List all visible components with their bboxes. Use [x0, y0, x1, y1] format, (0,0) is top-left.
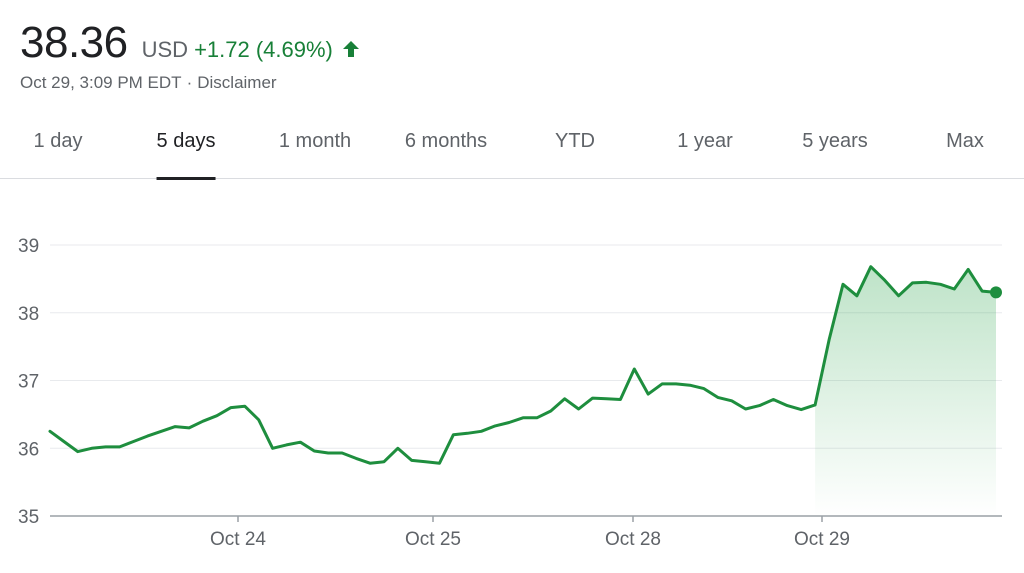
- currency-label: USD: [141, 37, 189, 62]
- disclaimer-link[interactable]: Disclaimer: [197, 73, 277, 92]
- quote-header: 38.36 USD +1.72 (4.69%): [20, 18, 361, 68]
- tab-ytd[interactable]: YTD: [555, 130, 595, 152]
- current-price: 38.36: [20, 18, 128, 67]
- tab-1-month[interactable]: 1 month: [278, 130, 352, 152]
- chart-x-axis: Oct 24 Oct 25 Oct 28 Oct 29: [210, 516, 850, 550]
- tab-5-years[interactable]: 5 years: [802, 130, 868, 152]
- price-chart: 35 36 37 38 39 Oct 24 Oct 25 Oct 28 Oct 29: [18, 236, 1002, 550]
- quote-timestamp: Oct 29, 3:09 PM EDT: [20, 73, 182, 92]
- arrow-up-icon: [341, 39, 361, 59]
- price-series-line: [48, 265, 998, 465]
- tab-6-months[interactable]: 6 months: [404, 130, 488, 152]
- tab-max[interactable]: Max: [946, 130, 984, 152]
- tab-1-day[interactable]: 1 day: [33, 130, 83, 152]
- chart-y-axis: 35 36 37 38 39: [18, 236, 39, 528]
- x-tick-label: Oct 28: [605, 529, 661, 550]
- price-change: +1.72 (4.69%): [194, 37, 333, 62]
- meta-separator: ·: [186, 73, 193, 92]
- y-tick-label: 38: [18, 304, 39, 325]
- x-tick-label: Oct 25: [405, 529, 461, 550]
- time-range-tabs: 1 day 5 days 1 month 6 months YTD 1 year…: [0, 112, 1024, 180]
- x-tick-label: Oct 29: [794, 529, 850, 550]
- y-tick-label: 36: [18, 439, 39, 460]
- x-tick-label: Oct 24: [210, 529, 266, 550]
- tab-1-year[interactable]: 1 year: [677, 130, 733, 152]
- quote-meta: Oct 29, 3:09 PM EDT · Disclaimer: [20, 73, 277, 93]
- y-tick-label: 37: [18, 372, 39, 393]
- price-area-fill: [815, 266, 996, 516]
- tab-5-days[interactable]: 5 days: [156, 112, 215, 180]
- y-tick-label: 39: [18, 236, 39, 257]
- last-price-point[interactable]: [990, 286, 1002, 299]
- y-tick-label: 35: [18, 507, 39, 528]
